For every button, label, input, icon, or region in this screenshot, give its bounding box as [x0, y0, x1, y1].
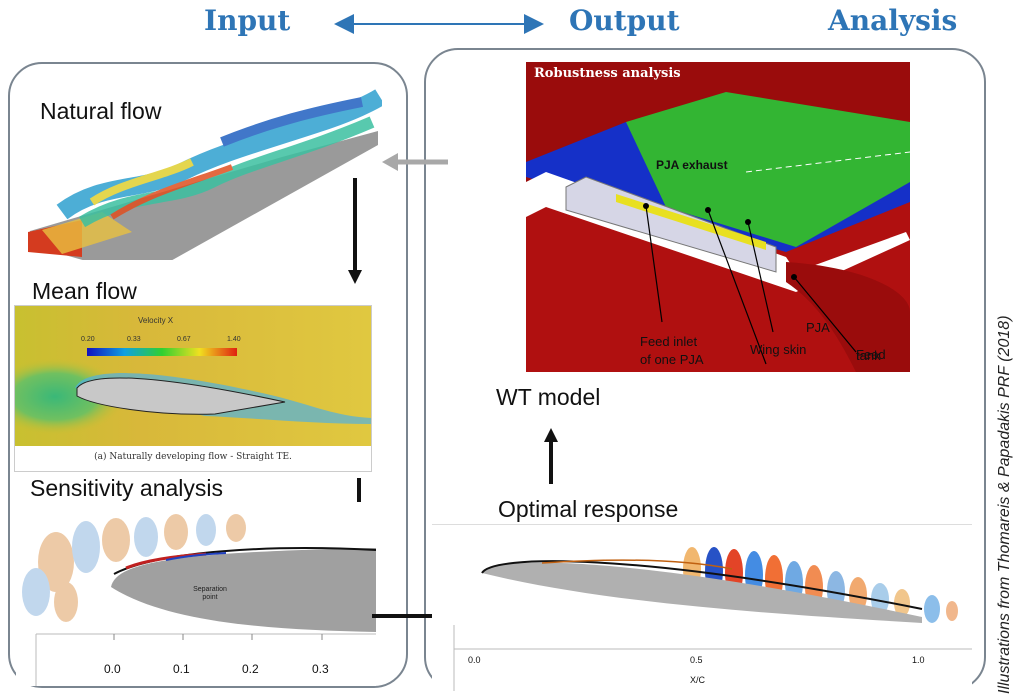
feed-inlet-label-1: Feed inlet	[640, 334, 698, 349]
opt-x-label: X/C	[690, 675, 706, 685]
sensitivity-image	[22, 514, 376, 686]
mean-flow-caption: (a) Naturally developing flow - Straight…	[94, 452, 292, 462]
input-header: Input	[204, 4, 291, 37]
output-header: Output	[569, 4, 680, 37]
bidirectional-arrow-icon	[334, 14, 544, 34]
mean-flow-panel: Velocity X 0.20 0.33 0.67 1.40 (a) Natur…	[14, 305, 372, 472]
sens-x-tick-1: 0.0	[104, 662, 121, 676]
opt-x-tick-2: 0.5	[690, 655, 703, 665]
gray-arrow-icon	[382, 153, 448, 171]
robustness-title: Robustness analysis	[534, 66, 681, 81]
wt-model-label: WT model	[496, 384, 601, 410]
sens-x-tick-4: 0.3	[312, 662, 329, 676]
sensitivity-panel: Separation point 0.0 0.1 0.2 0.3	[16, 502, 376, 686]
up-arrow-icon	[544, 428, 558, 484]
input-frame	[8, 62, 408, 688]
wing-skin-label: Wing skin	[750, 342, 807, 357]
natural-flow-image	[28, 89, 382, 260]
analysis-header: Analysis	[828, 4, 958, 37]
colorbar-tick-3: 0.67	[177, 336, 191, 343]
natural-flow-panel	[22, 82, 382, 260]
sensitivity-label: Sensitivity analysis	[30, 475, 224, 501]
feed-tank-label-2: tank	[856, 348, 881, 363]
credit-text: Illustrations from Thomareis & Papadakis…	[996, 315, 1013, 694]
sens-x-tick-3: 0.2	[242, 662, 259, 676]
optimal-response-label: Optimal response	[498, 496, 679, 522]
opt-x-tick-3: 1.0	[912, 655, 925, 665]
robustness-image	[526, 62, 910, 372]
colorbar-tick-1: 0.20	[81, 336, 95, 343]
colorbar-title: Velocity X	[138, 316, 174, 325]
feed-inlet-label-2: of one PJA	[640, 352, 704, 367]
mean-flow-image	[15, 306, 371, 446]
sens-x-tick-2: 0.1	[173, 662, 190, 676]
opt-x-tick-1: 0.0	[468, 655, 481, 665]
down-arrow-icon-1	[348, 178, 362, 284]
pja-exhaust-label: PJA exhaust	[656, 158, 728, 172]
mean-flow-label: Mean flow	[32, 278, 137, 304]
robustness-panel: Robustness analysis PJA exhaust Feed	[526, 62, 910, 372]
feed-tank-label-1: Feed	[856, 347, 886, 362]
separation-annotation: Separation point	[193, 586, 227, 601]
pja-label: PJA	[806, 320, 830, 335]
natural-flow-label: Natural flow	[40, 98, 162, 124]
colorbar-tick-2: 0.33	[127, 336, 141, 343]
optimal-image	[453, 547, 972, 691]
optimal-panel: 0.0 0.5 1.0 X/C	[432, 524, 972, 691]
colorbar-tick-4: 1.40	[227, 336, 241, 343]
